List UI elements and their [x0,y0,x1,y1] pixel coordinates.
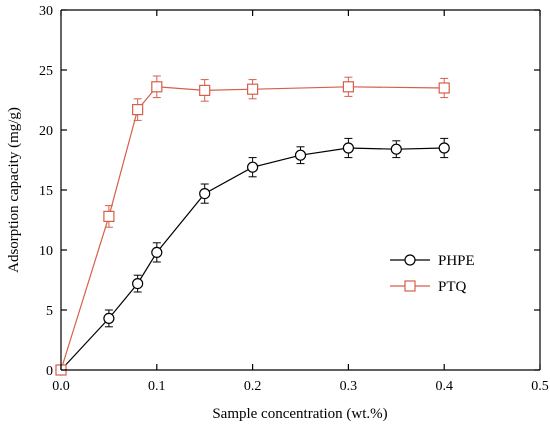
data-point-phpe [151,246,163,258]
legend-label-phpe: PHPE [438,253,475,269]
series-line-ptq [60,86,445,371]
data-point-ptq [151,81,163,93]
data-point-phpe [294,149,307,161]
y-tick-label: 5 [46,304,53,319]
x-tick-label: 0.0 [52,379,70,394]
data-point-ptq [132,103,144,116]
ticks: 0.0 0.1 0.2 0.3 0.4 0.5 0 5 10 15 20 25 30 [39,4,549,394]
y-tick-label: 0 [46,364,53,379]
x-tick-label: 0.1 [148,379,166,394]
y-tick-label: 25 [39,64,53,79]
x-tick-label: 0.3 [340,379,358,394]
data-point-phpe [342,142,354,154]
data-point-phpe [438,142,450,154]
legend-label-ptq: PTQ [438,279,467,295]
data-point-ptq [342,81,354,93]
x-tick-label: 0.4 [435,379,453,394]
legend-marker-ptq [404,280,416,292]
x-axis-title: Sample concentration (wt.%) [212,406,387,422]
y-axis-title: Adsorption capacity (mg/g) [6,107,22,273]
plot-area [55,75,450,376]
data-point-ptq [199,84,211,97]
x-tick-label: 0.2 [244,379,262,394]
data-point-phpe [199,188,211,200]
y-tick-label: 15 [39,184,53,199]
data-point-ptq [438,82,450,94]
data-point-ptq [103,210,115,222]
series-line-phpe [60,147,445,371]
x-tick-label: 0.5 [531,379,549,394]
axes [60,9,541,371]
legend: PHPE PTQ [390,253,475,295]
data-point-phpe [390,143,402,155]
data-point-phpe [103,312,115,324]
y-tick-label: 10 [39,244,53,259]
y-tick-label: 20 [39,124,53,139]
legend-marker-phpe [404,254,416,266]
data-point-ptq [247,83,259,95]
y-tick-label: 30 [39,4,53,19]
data-point-phpe [132,278,144,290]
data-point-phpe [247,161,259,173]
